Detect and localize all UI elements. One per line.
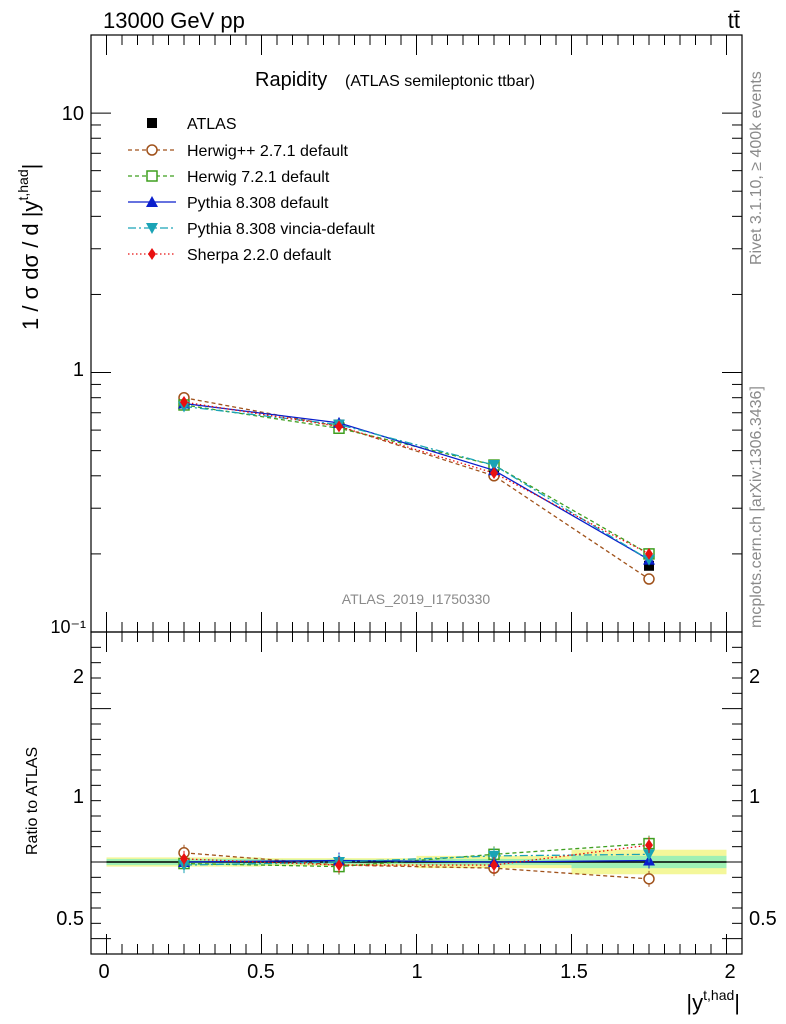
main-series-group bbox=[178, 391, 655, 585]
ratio-tick-label-0p5-right: 0.5 bbox=[749, 908, 777, 930]
svg-text:Pythia 8.308 default: Pythia 8.308 default bbox=[187, 195, 329, 212]
ratio-tick-label-1-left: 1 bbox=[73, 786, 84, 808]
analysis-watermark: ATLAS_2019_I1750330 bbox=[342, 591, 491, 607]
x-tick-label-0p5: 0.5 bbox=[247, 961, 275, 983]
data-point bbox=[643, 554, 655, 566]
ratio-tick-label-1-right: 1 bbox=[749, 786, 760, 808]
data-point bbox=[643, 573, 655, 585]
ratio-point bbox=[643, 849, 655, 861]
ratio-y-ticks bbox=[91, 631, 742, 955]
chart-subtitle: (ATLAS semileptonic ttbar) bbox=[345, 73, 535, 90]
ratio-point bbox=[645, 839, 653, 852]
svg-text:Pythia 8.308 vincia-default: Pythia 8.308 vincia-default bbox=[187, 221, 375, 238]
svg-text:Sherpa 2.2.0 default: Sherpa 2.2.0 default bbox=[187, 247, 332, 264]
series-line bbox=[183, 397, 650, 580]
main-y-axis-label: 1 / σ dσ / d |yt,had| bbox=[15, 164, 43, 330]
main-y-ticks bbox=[91, 34, 742, 633]
ratio-line bbox=[183, 844, 650, 866]
chart-title: Rapidity bbox=[255, 69, 327, 91]
ratio-line bbox=[183, 859, 650, 863]
ratio-tick-label-0p5-left: 0.5 bbox=[56, 908, 84, 930]
legend-item-herwigpp: Herwig++ 2.7.1 default bbox=[128, 143, 349, 160]
y-tick-label-0p1: 10⁻¹ bbox=[50, 617, 86, 637]
series-line bbox=[183, 404, 650, 555]
rivet-version-label: Rivet 3.1.10, ≥ 400k events bbox=[748, 71, 765, 265]
ratio-panel-frame bbox=[90, 631, 743, 955]
mcplots-label: mcplots.cern.ch [arXiv:1306.3436] bbox=[748, 386, 765, 628]
series-line bbox=[183, 401, 650, 555]
ratio-tick-label-2-left: 2 bbox=[73, 666, 84, 688]
series-line bbox=[183, 402, 650, 561]
x-tick-label-2: 2 bbox=[724, 961, 735, 983]
x-tick-label-1p5: 1.5 bbox=[560, 961, 588, 983]
final-state-label: tt̄ bbox=[728, 8, 740, 33]
y-tick-label-1: 1 bbox=[73, 359, 84, 381]
legend-item-herwig7: Herwig 7.2.1 default bbox=[128, 169, 330, 186]
data-point bbox=[644, 560, 654, 571]
svg-text:ATLAS: ATLAS bbox=[187, 116, 237, 133]
data-point bbox=[488, 460, 500, 472]
series-3 bbox=[178, 397, 655, 565]
process-label: 13000 GeV pp bbox=[103, 8, 245, 33]
ratio-point bbox=[335, 859, 343, 872]
series-4 bbox=[178, 401, 655, 566]
legend: ATLAS Herwig++ 2.7.1 default Herwig 7.2.… bbox=[128, 116, 375, 264]
ratio-series-group bbox=[178, 835, 655, 887]
series-1 bbox=[178, 391, 655, 585]
ratio-tick-label-2-right: 2 bbox=[749, 666, 760, 688]
series-0 bbox=[179, 398, 654, 571]
x-tick-label-0: 0 bbox=[98, 961, 109, 983]
ratio-point bbox=[488, 850, 500, 862]
ratio-point bbox=[490, 859, 498, 872]
svg-text:Herwig++ 2.7.1 default: Herwig++ 2.7.1 default bbox=[187, 143, 349, 160]
legend-item-pythia: Pythia 8.308 default bbox=[128, 195, 329, 212]
x-tick-label-1: 1 bbox=[411, 961, 422, 983]
data-point bbox=[180, 396, 188, 409]
ratio-line bbox=[183, 852, 650, 880]
ratio-point bbox=[180, 852, 188, 865]
legend-item-sherpa: Sherpa 2.2.0 default bbox=[128, 247, 332, 264]
ratio-y-axis-label: Ratio to ATLAS bbox=[24, 747, 41, 855]
data-point bbox=[490, 467, 498, 480]
svg-text:Herwig 7.2.1 default: Herwig 7.2.1 default bbox=[187, 169, 330, 186]
ratio-line bbox=[183, 842, 650, 868]
ratio-series-4 bbox=[180, 837, 653, 874]
ratio-point bbox=[643, 873, 655, 885]
legend-item-atlas: ATLAS bbox=[147, 116, 237, 133]
series-5 bbox=[180, 396, 653, 560]
y-tick-label-10: 10 bbox=[62, 103, 84, 125]
x-axis-label: |yt,had| bbox=[686, 987, 740, 1015]
x-ticks bbox=[106, 35, 727, 954]
data-point bbox=[645, 547, 653, 560]
legend-item-pythia-vincia: Pythia 8.308 vincia-default bbox=[128, 221, 375, 238]
series-line bbox=[183, 405, 650, 561]
data-point bbox=[335, 420, 343, 433]
